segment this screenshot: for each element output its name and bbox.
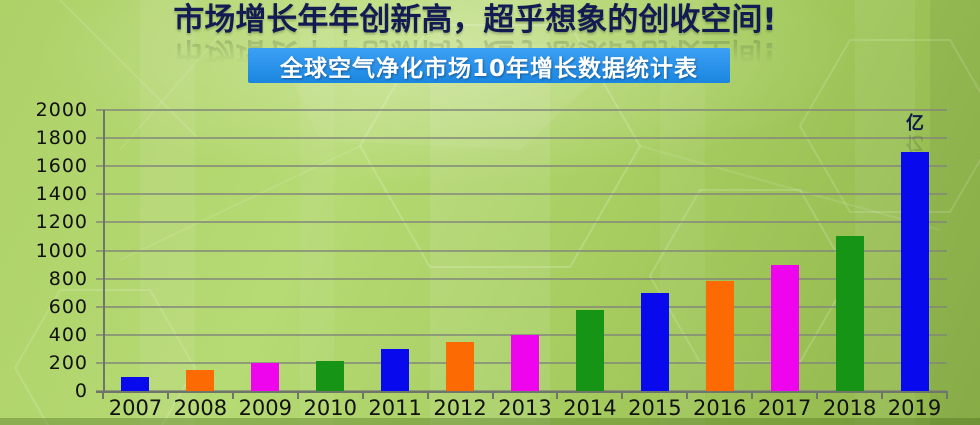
y-axis-label: 1200 <box>35 211 88 234</box>
x-axis-label: 2007 <box>108 396 163 420</box>
gridline-800 <box>96 277 947 280</box>
y-axis-label: 800 <box>48 267 88 290</box>
x-axis-tick <box>816 391 819 399</box>
y-axis-label: 400 <box>48 323 88 346</box>
bar-2007 <box>121 376 150 391</box>
x-axis-label: 2015 <box>628 396 682 420</box>
x-axis-tick <box>556 391 559 399</box>
bottom-edge-strip <box>0 418 980 425</box>
y-axis-label: 1000 <box>35 239 88 262</box>
bar-2012 <box>446 341 475 391</box>
x-axis-label: 2014 <box>563 396 617 420</box>
x-axis-label: 2013 <box>498 396 552 420</box>
bar-2011 <box>381 348 410 391</box>
chart-title-banner: 全球空气净化市场10年增长数据统计表 <box>248 48 730 83</box>
x-axis-label: 2018 <box>822 396 877 420</box>
x-axis-tick <box>166 391 169 399</box>
x-axis-tick <box>881 391 884 399</box>
x-axis-tick <box>621 391 624 399</box>
unit-label-reflection: 亿 <box>906 132 924 153</box>
x-axis-label: 2008 <box>173 396 228 420</box>
y-axis-line <box>103 110 105 393</box>
gridline-1600 <box>96 165 947 168</box>
bar-2008 <box>186 369 215 391</box>
x-axis-label: 2010 <box>303 396 357 420</box>
gridline-1200 <box>96 221 947 224</box>
bar-2018 <box>835 236 864 391</box>
x-axis-tick <box>491 391 494 399</box>
y-axis-label: 1400 <box>35 183 88 206</box>
y-axis-label: 200 <box>48 351 88 374</box>
x-axis-tick <box>946 391 948 399</box>
x-axis-tick <box>102 391 104 399</box>
y-axis-label: 1800 <box>35 127 88 150</box>
bar-2017 <box>770 264 799 391</box>
gridline-1400 <box>96 193 947 196</box>
y-axis-label: 1600 <box>35 155 88 178</box>
bar-2016 <box>705 281 734 391</box>
x-axis-label: 2012 <box>433 396 487 420</box>
gridline-2000 <box>96 109 947 111</box>
x-axis-tick <box>296 391 299 399</box>
bar-2014 <box>575 309 604 391</box>
x-axis-label: 2016 <box>693 396 747 420</box>
x-axis-tick <box>426 391 429 399</box>
x-axis-tick <box>751 391 754 399</box>
x-axis-tick <box>686 391 689 399</box>
x-axis-label: 2011 <box>368 396 422 420</box>
y-axis-label: 2000 <box>35 99 88 121</box>
gridline-600 <box>96 305 947 308</box>
gridline-1800 <box>96 137 947 140</box>
unit-label: 亿 <box>906 113 924 134</box>
x-axis-line <box>96 391 947 393</box>
x-axis-tick <box>361 391 364 399</box>
y-axis-label: 600 <box>48 295 88 318</box>
x-axis-label: 2017 <box>757 396 812 420</box>
bar-2010 <box>316 361 345 391</box>
chart-title-text: 全球空气净化市场10年增长数据统计表 <box>279 55 698 82</box>
x-axis-label: 2019 <box>887 396 942 420</box>
bar-2019 <box>900 152 929 391</box>
bar-2013 <box>511 334 539 391</box>
bar-2009 <box>251 362 280 391</box>
y-axis-label: 0 <box>74 380 88 402</box>
x-axis-label: 2009 <box>238 396 293 420</box>
bar-2015 <box>640 292 669 391</box>
gridline-1000 <box>96 249 947 252</box>
x-axis-tick <box>231 391 234 399</box>
page-title: 市场增长年年创新高，超乎想象的创收空间! <box>173 2 777 38</box>
